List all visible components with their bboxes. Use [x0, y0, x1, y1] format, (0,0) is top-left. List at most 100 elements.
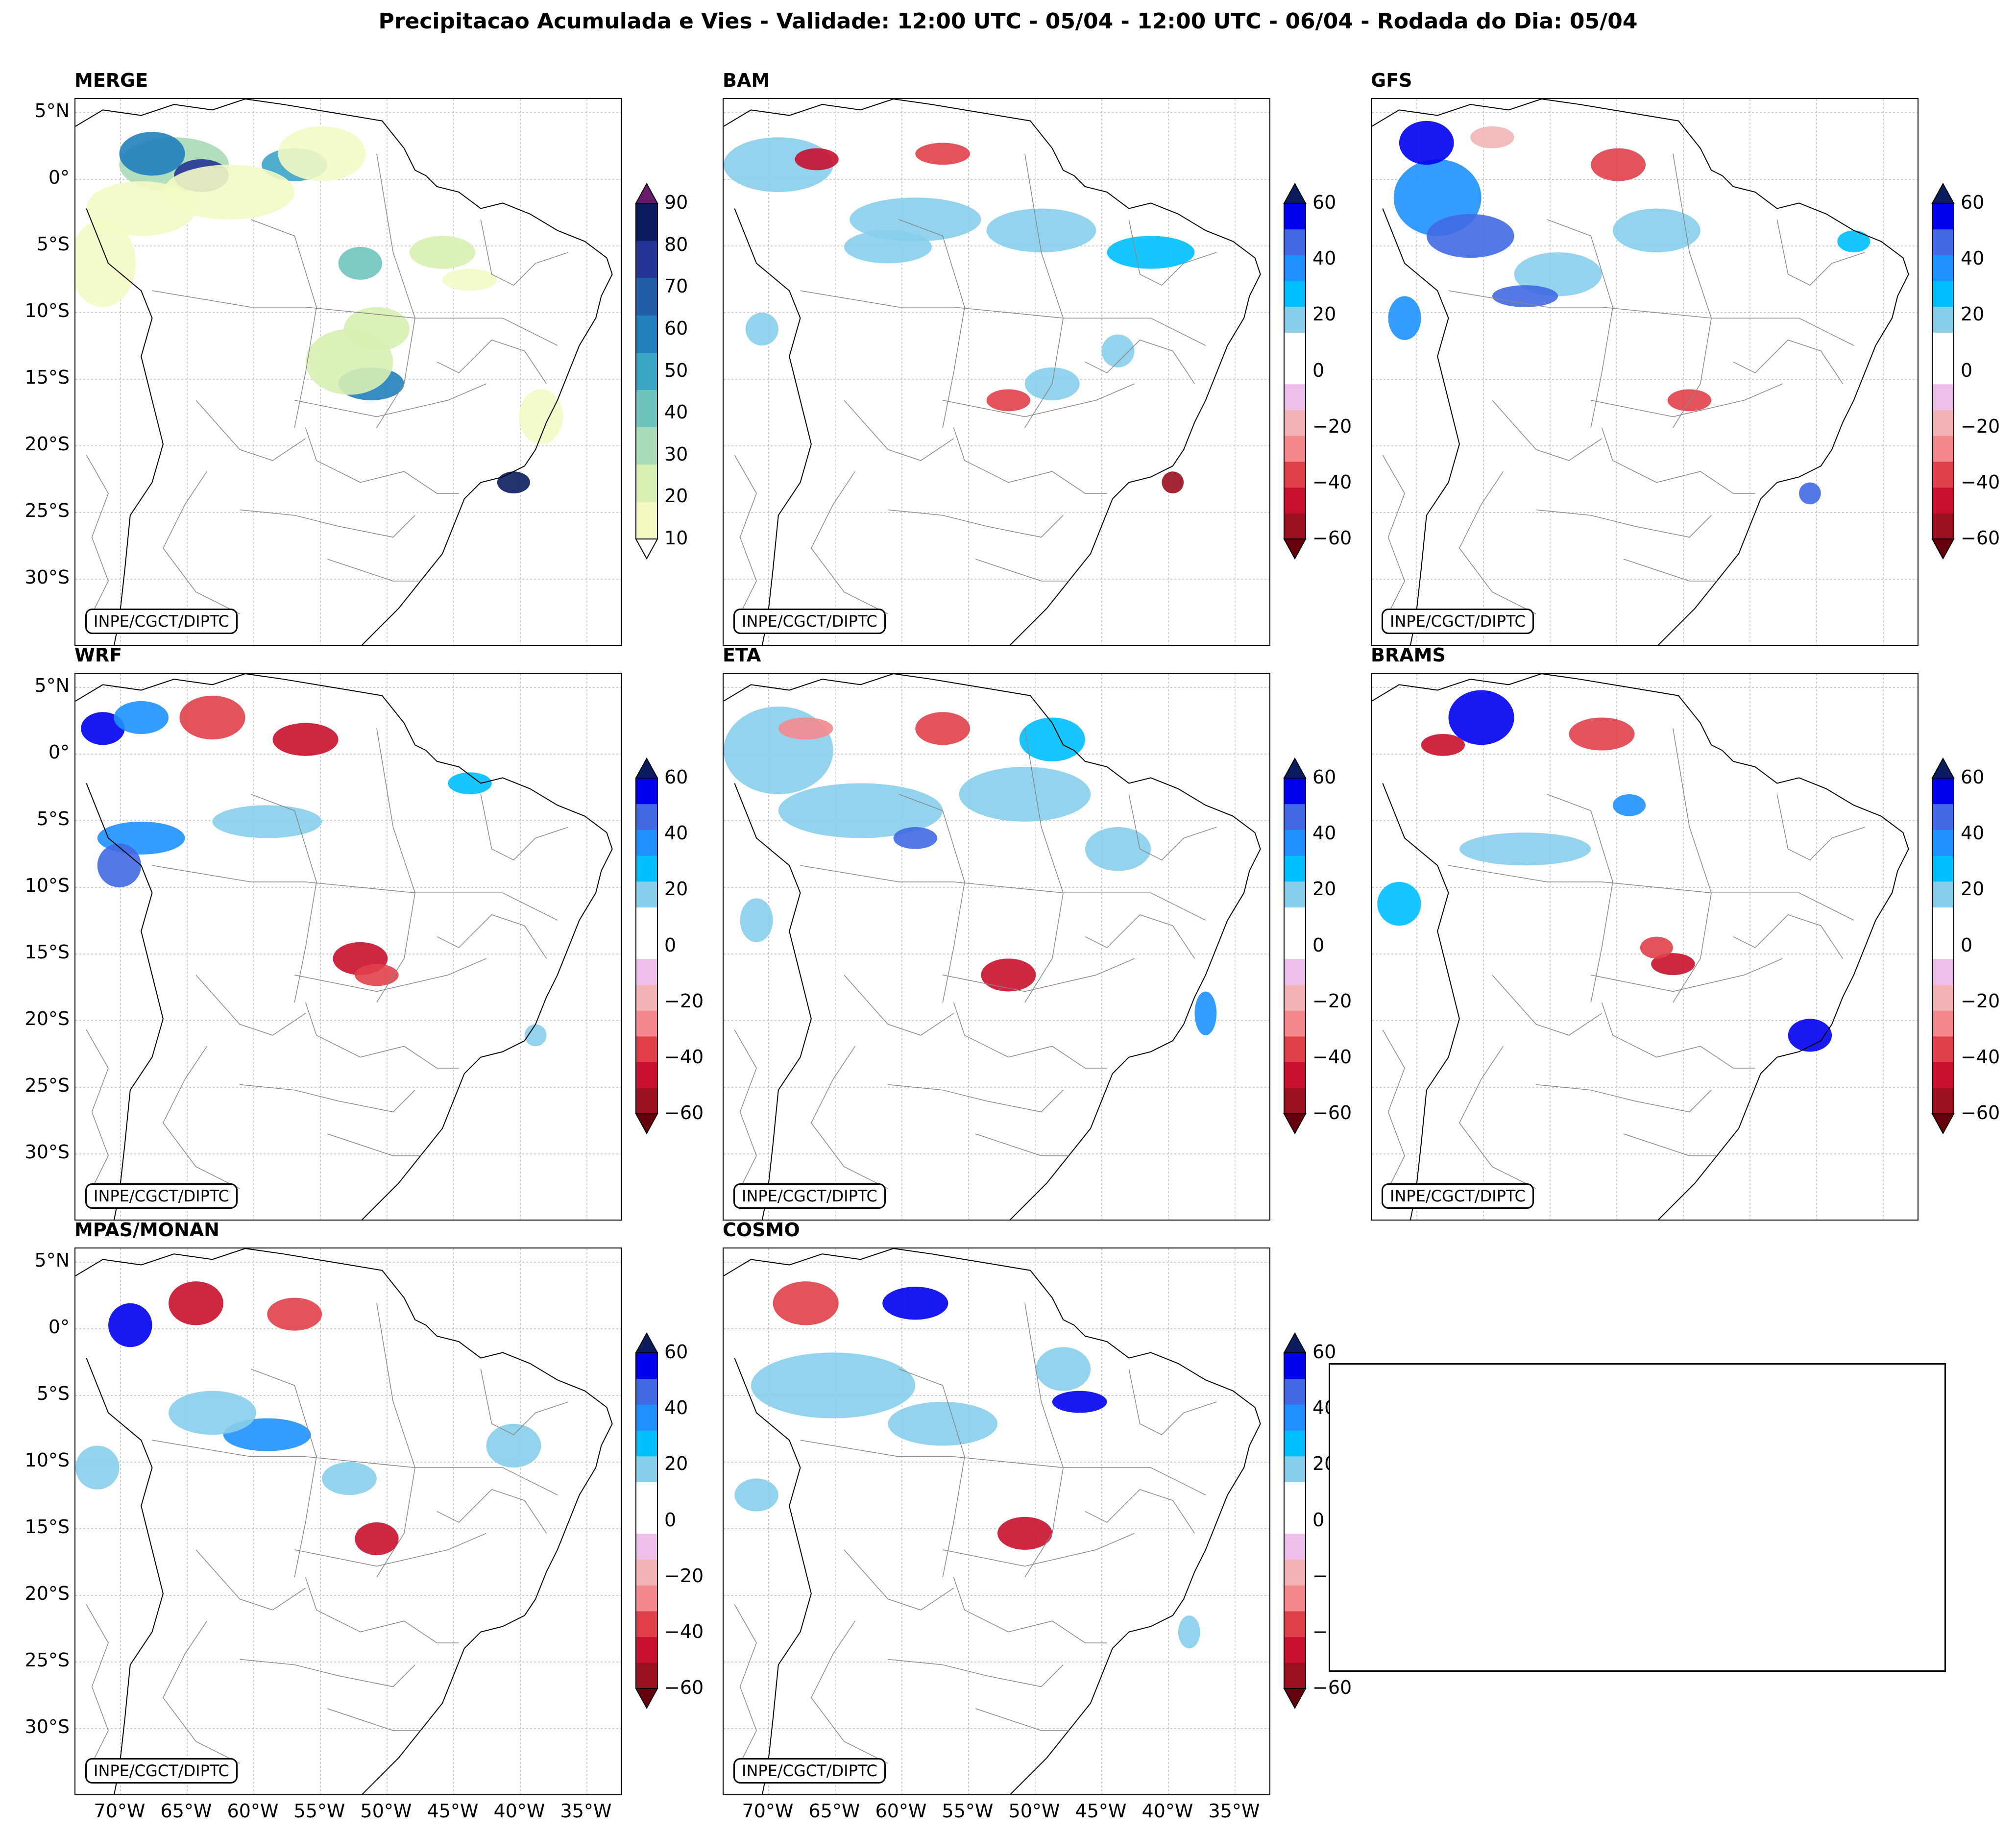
precip-field-blob	[1837, 230, 1870, 253]
state-border	[800, 290, 1206, 346]
precip-field-blob	[915, 143, 971, 165]
state-border	[86, 1029, 109, 1200]
colorbar-segment	[1284, 1088, 1306, 1114]
colorbar-segment	[636, 278, 657, 316]
state-border	[327, 1708, 421, 1731]
colorbar-over-arrow	[1931, 182, 1955, 204]
colorbar-segment	[1284, 1482, 1306, 1508]
colorbar	[635, 182, 658, 560]
state-border	[1382, 455, 1405, 625]
state-border	[1536, 509, 1712, 538]
colorbar-segment	[636, 1353, 657, 1379]
precip-field-blob	[497, 471, 530, 493]
state-border	[1776, 219, 1865, 286]
colorbar-tick-label: 20	[1961, 878, 1985, 900]
precip-field-blob	[1377, 881, 1421, 926]
map-panel-cosmo: INPE/CGCT/DIPTC	[723, 1247, 1270, 1795]
state-border	[1547, 794, 1613, 1003]
colorbar-tick-label: 60	[664, 1341, 688, 1363]
colorbar-segment	[636, 427, 657, 465]
colorbar-segment	[1932, 881, 1954, 907]
colorbar-segment	[1932, 229, 1954, 255]
precip-field-blob	[322, 1462, 377, 1495]
precip-field-blob	[119, 132, 185, 176]
colorbar-tick-label: 80	[664, 233, 688, 255]
precip-field-blob	[169, 1281, 223, 1325]
precip-field-blob	[1569, 717, 1635, 751]
state-border	[152, 1440, 558, 1495]
state-border	[305, 1577, 459, 1643]
state-border	[1624, 559, 1717, 582]
colorbar-tick-label: −20	[1961, 415, 2000, 437]
state-border	[1085, 340, 1195, 384]
colorbar-tick-label: 60	[1961, 766, 1985, 788]
colorbar-tick-label: 30	[664, 443, 688, 465]
colorbar-tick-label: 40	[664, 822, 688, 844]
credit-label: INPE/CGCT/DIPTC	[85, 609, 238, 634]
panel-title-mpas-monan: MPAS/MONAN	[74, 1219, 219, 1241]
state-border	[163, 1046, 240, 1189]
lon-tick-label: 65°W	[160, 1800, 212, 1822]
credit-label: INPE/CGCT/DIPTC	[85, 1183, 238, 1209]
colorbar-tick-label: 60	[664, 317, 688, 339]
precip-field-blob	[272, 723, 339, 756]
state-border	[437, 1489, 547, 1534]
panel-title-eta: ETA	[723, 644, 761, 666]
state-border	[888, 1084, 1064, 1113]
state-border	[1128, 1369, 1217, 1436]
colorbar-segment	[1932, 856, 1954, 882]
lon-tick-label: 40°W	[493, 1800, 545, 1822]
state-border	[975, 1133, 1069, 1156]
lat-tick-label: 0°	[48, 1316, 70, 1338]
colorbar-tick-label: 0	[1961, 934, 1973, 956]
lon-tick-label: 60°W	[875, 1800, 927, 1822]
colorbar-segment	[1932, 1010, 1954, 1037]
map-canvas	[724, 1248, 1269, 1794]
lat-tick-label: 5°S	[36, 1383, 70, 1404]
country-border	[734, 783, 812, 1220]
colorbar-segment	[636, 1482, 657, 1508]
coastline	[724, 674, 1261, 1220]
colorbar-segment	[1284, 1036, 1306, 1063]
colorbar-tick-label: −60	[1312, 1677, 1352, 1698]
precip-field-blob	[1399, 121, 1454, 165]
colorbar-segment	[1932, 461, 1954, 488]
precip-field-blob	[442, 269, 497, 291]
colorbar-segment	[636, 1611, 657, 1638]
colorbar-segment	[1284, 1585, 1306, 1612]
colorbar-segment	[1284, 881, 1306, 907]
colorbar-segment	[1284, 804, 1306, 830]
colorbar-segment	[1284, 487, 1306, 514]
precip-field-blob	[212, 805, 322, 838]
colorbar-outline	[635, 203, 658, 539]
precip-field-blob	[959, 767, 1091, 822]
country-border	[86, 208, 164, 645]
colorbar-segment	[1932, 804, 1954, 830]
lon-tick-label: 45°W	[427, 1800, 479, 1822]
state-border	[163, 471, 240, 614]
precip-field-blob	[893, 827, 938, 849]
precip-field-blob	[844, 230, 932, 264]
precip-field-blob	[1667, 389, 1712, 412]
precip-field-blob	[1019, 717, 1085, 761]
colorbar-tick-label: 20	[664, 1453, 688, 1475]
colorbar-segment	[1284, 410, 1306, 436]
credit-label: INPE/CGCT/DIPTC	[733, 1758, 886, 1784]
precip-field-blob	[486, 1423, 541, 1468]
state-border	[1776, 794, 1865, 861]
colorbar-tick-label: 60	[1312, 192, 1336, 213]
state-border	[1547, 219, 1613, 428]
colorbar-segment	[1932, 984, 1954, 1011]
precip-field-blob	[1799, 482, 1821, 505]
state-border	[376, 1303, 415, 1578]
colorbar-segment	[1284, 1508, 1306, 1534]
map-panel-brams: INPE/CGCT/DIPTC	[1371, 673, 1919, 1221]
precip-field-blob	[1162, 471, 1184, 493]
state-border	[899, 794, 965, 1003]
colorbar-outline	[1932, 778, 1954, 1114]
state-border	[1591, 958, 1783, 992]
colorbar	[1931, 757, 1955, 1135]
colorbar-segment	[636, 881, 657, 907]
lat-tick-label: 25°S	[24, 500, 70, 521]
state-border	[1733, 340, 1844, 384]
